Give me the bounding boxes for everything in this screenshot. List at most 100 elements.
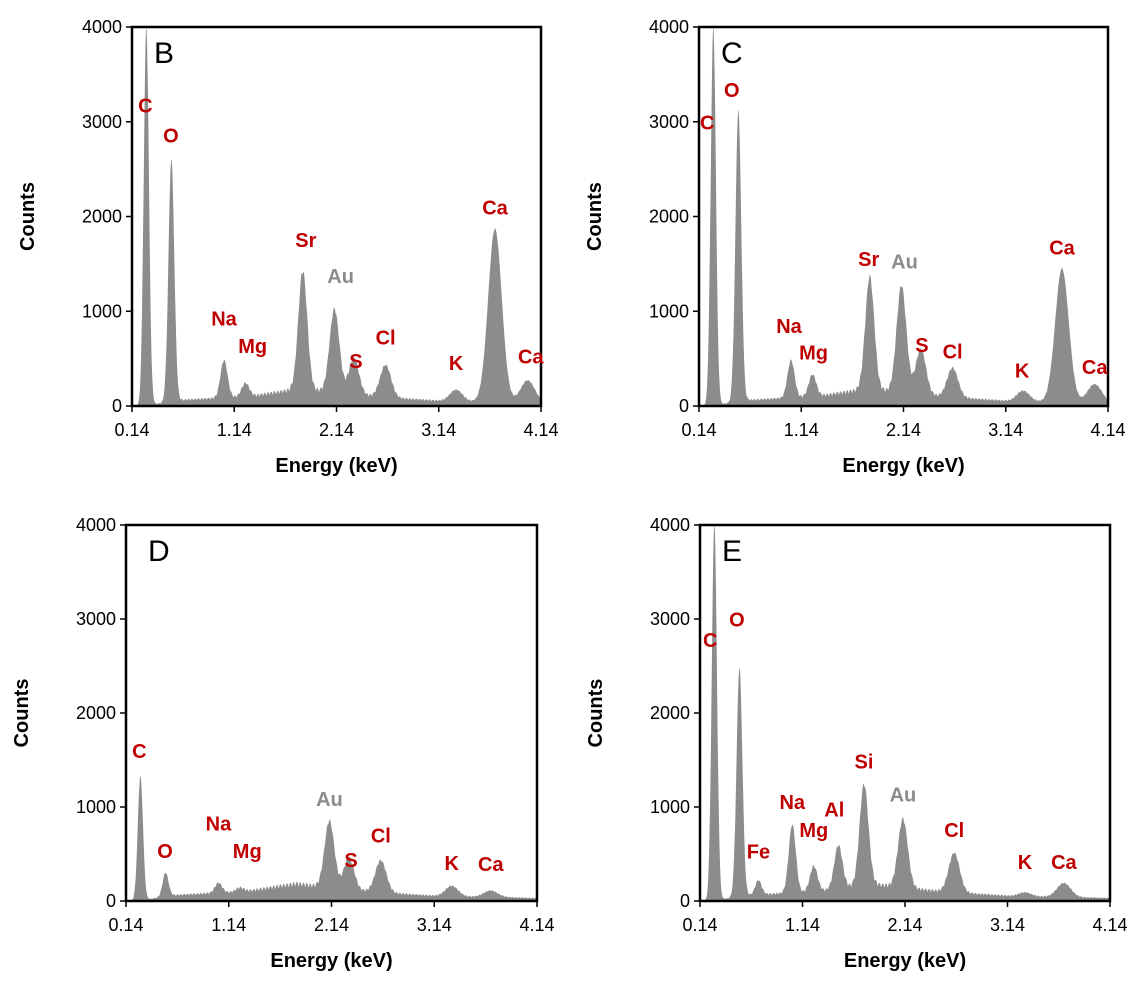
x-tick-label: 1.14 bbox=[785, 915, 820, 935]
spectrum-panel-b: 0 1000 2000 3000 4000 0.14 1.14 2.14 3.14 4.14 Ene… bbox=[17, 17, 559, 477]
peak-label-mg: Mg bbox=[238, 336, 267, 358]
y-tick-label: 2000 bbox=[82, 207, 122, 227]
peak-label-na: Na bbox=[776, 316, 802, 338]
spectrum-area bbox=[699, 27, 1108, 406]
spectrum-panel-e: 0 1000 2000 3000 4000 0.14 1.14 2.14 3.14 4.14 Ene… bbox=[585, 515, 1128, 972]
peak-label-al: Al bbox=[824, 799, 844, 821]
x-tick-label: 1.14 bbox=[217, 420, 252, 440]
x-tick-label: 2.14 bbox=[319, 420, 354, 440]
y-tick-label: 0 bbox=[112, 396, 122, 416]
x-axis-title: Energy (keV) bbox=[275, 455, 397, 477]
x-tick-label: 4.14 bbox=[1090, 420, 1125, 440]
peak-label-k: K bbox=[1015, 361, 1030, 383]
peak-label-k: K bbox=[1018, 852, 1033, 874]
y-tick-label: 3000 bbox=[82, 112, 122, 132]
x-tick-label: 4.14 bbox=[523, 420, 558, 440]
peak-label-o: O bbox=[163, 126, 179, 148]
x-tick-label: 1.14 bbox=[784, 420, 819, 440]
x-tick-label: 3.14 bbox=[988, 420, 1023, 440]
peak-label-o: O bbox=[724, 80, 740, 102]
peak-label-cl: Cl bbox=[943, 342, 963, 364]
peak-label-na: Na bbox=[206, 814, 232, 836]
x-tick-label: 3.14 bbox=[990, 915, 1025, 935]
peak-label-c: C bbox=[138, 95, 152, 117]
x-tick-label: 0.14 bbox=[108, 915, 143, 935]
peak-label-c: C bbox=[703, 630, 717, 652]
y-axis-title: Counts bbox=[585, 679, 607, 748]
peak-label-si: Si bbox=[855, 751, 874, 773]
y-axis-title: Counts bbox=[11, 679, 33, 748]
peak-label-au: Au bbox=[891, 252, 918, 274]
peak-label-cl: Cl bbox=[371, 826, 391, 848]
y-tick-label: 0 bbox=[679, 396, 689, 416]
x-tick-label: 2.14 bbox=[314, 915, 349, 935]
y-tick-label: 4000 bbox=[649, 17, 689, 37]
peak-label-na: Na bbox=[211, 308, 237, 330]
y-tick-label: 1000 bbox=[82, 301, 122, 321]
x-axis-title: Energy (keV) bbox=[842, 455, 964, 477]
y-tick-label: 3000 bbox=[649, 112, 689, 132]
peak-label-au: Au bbox=[316, 789, 343, 811]
panel-label: E bbox=[722, 535, 742, 568]
y-axis-title: Counts bbox=[584, 182, 606, 251]
x-tick-label: 3.14 bbox=[421, 420, 456, 440]
x-tick-label: 2.14 bbox=[887, 915, 922, 935]
peak-label-na: Na bbox=[779, 792, 805, 814]
y-axis-title: Counts bbox=[17, 182, 39, 251]
peak-label-ca: Ca bbox=[1051, 852, 1077, 874]
x-tick-label: 2.14 bbox=[886, 420, 921, 440]
peak-label-sr: Sr bbox=[858, 249, 879, 271]
peak-label-c: C bbox=[700, 112, 714, 134]
y-tick-label: 1000 bbox=[650, 797, 690, 817]
peak-label-sr: Sr bbox=[295, 230, 316, 252]
y-tick-label: 3000 bbox=[650, 609, 690, 629]
y-tick-label: 1000 bbox=[649, 301, 689, 321]
y-tick-label: 2000 bbox=[649, 207, 689, 227]
peak-label-s: S bbox=[344, 850, 357, 872]
x-axis-title: Energy (keV) bbox=[844, 950, 966, 972]
peak-label-ca: Ca bbox=[518, 346, 544, 368]
y-tick-label: 4000 bbox=[82, 17, 122, 37]
x-tick-label: 4.14 bbox=[519, 915, 554, 935]
x-tick-label: 1.14 bbox=[211, 915, 246, 935]
x-tick-label: 0.14 bbox=[682, 915, 717, 935]
peak-label-ca: Ca bbox=[1082, 357, 1108, 379]
y-tick-label: 1000 bbox=[76, 797, 116, 817]
y-tick-label: 3000 bbox=[76, 609, 116, 629]
peak-label-mg: Mg bbox=[233, 841, 262, 863]
peak-label-cl: Cl bbox=[376, 327, 396, 349]
x-tick-label: 3.14 bbox=[417, 915, 452, 935]
peak-label-o: O bbox=[729, 610, 745, 632]
peak-label-c: C bbox=[132, 741, 146, 763]
y-tick-label: 2000 bbox=[76, 703, 116, 723]
spectrum-panel-c: 0 1000 2000 3000 4000 0.14 1.14 2.14 3.14 4.14 Ene… bbox=[584, 17, 1126, 477]
spectrum-panel-d: 0 1000 2000 3000 4000 0.14 1.14 2.14 3.14 4.14 Ene… bbox=[11, 515, 555, 972]
peak-label-k: K bbox=[449, 353, 464, 375]
y-tick-label: 0 bbox=[106, 891, 116, 911]
y-tick-label: 2000 bbox=[650, 703, 690, 723]
y-tick-label: 4000 bbox=[650, 515, 690, 535]
peak-label-ca: Ca bbox=[482, 198, 508, 220]
peak-label-ca: Ca bbox=[478, 854, 504, 876]
peak-label-s: S bbox=[915, 335, 928, 357]
x-axis-title: Energy (keV) bbox=[270, 950, 392, 972]
spectrum-area bbox=[126, 775, 537, 901]
peak-label-au: Au bbox=[890, 784, 917, 806]
peak-label-mg: Mg bbox=[799, 820, 828, 842]
peak-label-cl: Cl bbox=[944, 820, 964, 842]
peak-label-mg: Mg bbox=[799, 343, 828, 365]
panel-label: D bbox=[148, 535, 170, 568]
peak-label-s: S bbox=[349, 351, 362, 373]
x-tick-label: 4.14 bbox=[1092, 915, 1127, 935]
y-tick-label: 4000 bbox=[76, 515, 116, 535]
peak-label-au: Au bbox=[327, 266, 354, 288]
y-tick-label: 0 bbox=[680, 891, 690, 911]
panel-label: C bbox=[721, 37, 743, 70]
spectrum-area bbox=[700, 525, 1110, 901]
panel-label: B bbox=[154, 37, 174, 70]
peak-label-fe: Fe bbox=[747, 842, 770, 864]
peak-label-o: O bbox=[157, 841, 173, 863]
spectrum-area bbox=[132, 27, 541, 406]
x-tick-label: 0.14 bbox=[681, 420, 716, 440]
